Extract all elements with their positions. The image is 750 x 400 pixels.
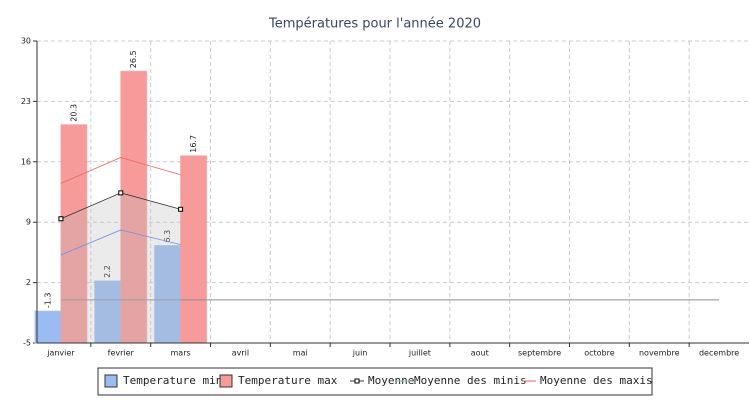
x-tick-label: septembre — [518, 349, 561, 358]
legend-marker — [354, 378, 360, 384]
bar — [60, 124, 88, 344]
legend-label: Moyenne — [368, 374, 414, 387]
y-tick-label: 23 — [21, 97, 31, 106]
legend-label: Temperature min — [123, 374, 222, 387]
x-tick-label: fevrier — [108, 349, 135, 358]
legend-swatch — [104, 374, 118, 388]
marker — [178, 206, 184, 212]
line — [60, 229, 181, 256]
area — [60, 192, 181, 343]
data-label: 26.5 — [129, 50, 138, 68]
chart-title: Températures pour l'année 2020 — [268, 17, 481, 32]
x-tick-label: juillet — [408, 349, 431, 358]
legend-box — [97, 367, 653, 396]
x-tick-label: juin — [352, 349, 368, 358]
legend-swatch — [219, 374, 233, 388]
data-label: 16.7 — [189, 135, 198, 153]
bar — [154, 244, 182, 344]
x-tick-label: mars — [171, 349, 191, 358]
legend-label: Moyenne des minis — [414, 374, 527, 387]
line — [60, 157, 181, 184]
y-tick-label: 2 — [26, 278, 31, 287]
bar — [94, 280, 122, 344]
y-tick-label: 16 — [21, 157, 31, 166]
legend-label: Moyenne des maxis — [540, 374, 653, 387]
x-tick-label: mai — [293, 349, 308, 358]
x-tick-label: janvier — [46, 349, 75, 358]
marker — [58, 216, 64, 222]
x-tick-label: decembre — [699, 349, 739, 358]
y-tick-label: -5 — [23, 339, 31, 348]
x-tick-label: aout — [471, 349, 489, 358]
bar — [34, 310, 62, 344]
marker — [118, 190, 124, 196]
y-tick-label: 30 — [21, 37, 31, 46]
x-tick-label: novembre — [639, 349, 680, 358]
data-label: 6.3 — [163, 230, 172, 243]
bar — [180, 155, 208, 344]
x-tick-label: octobre — [584, 349, 615, 358]
bar — [120, 70, 148, 344]
y-tick-label: 9 — [26, 218, 31, 227]
data-label: -1.3 — [43, 292, 52, 308]
data-label: 2.2 — [103, 265, 112, 278]
data-label: 20.3 — [69, 104, 78, 122]
legend-label: Temperature max — [238, 374, 338, 387]
x-tick-label: avril — [232, 349, 249, 358]
